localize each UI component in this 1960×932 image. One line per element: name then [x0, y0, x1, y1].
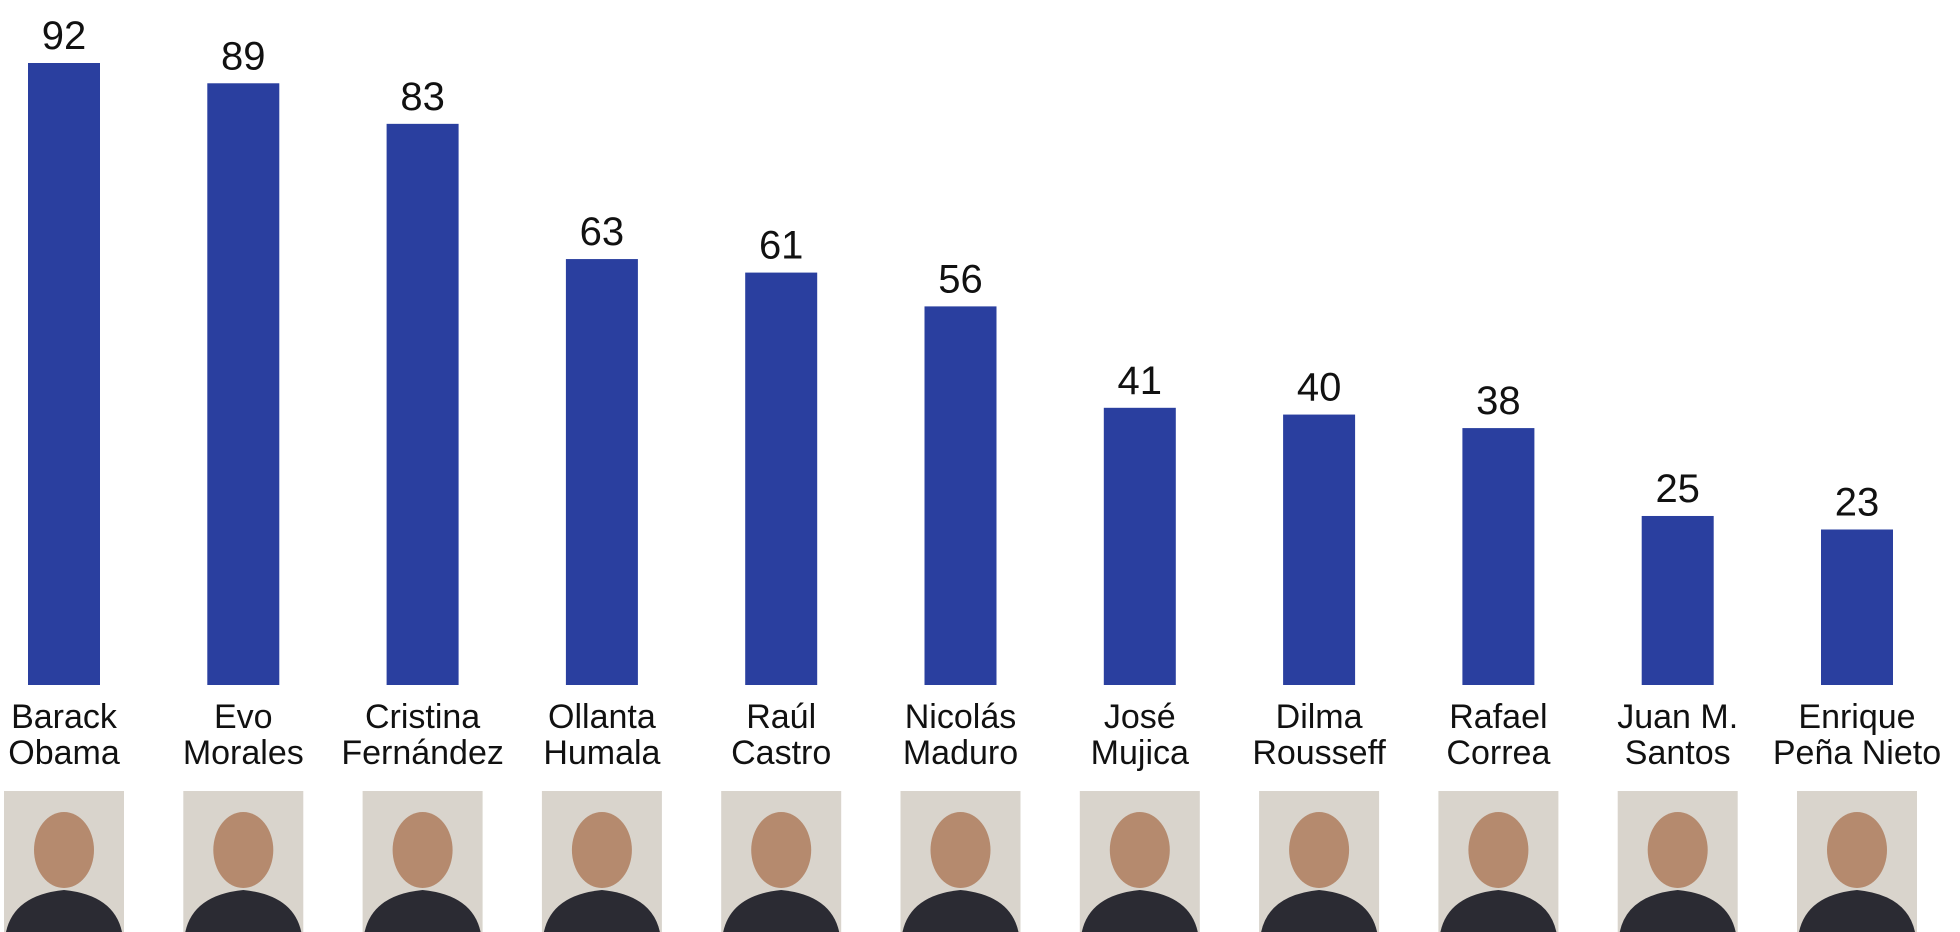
portrait-head [392, 812, 453, 888]
portrait-head [751, 812, 812, 888]
portrait-body [6, 890, 122, 932]
portrait [4, 791, 124, 932]
value-label: 83 [400, 75, 445, 119]
portrait-body [723, 890, 840, 932]
bar [924, 306, 997, 685]
category-label: Humala [543, 734, 660, 772]
portrait [541, 791, 662, 932]
category-label: Obama [8, 734, 120, 772]
bar [1821, 529, 1893, 685]
portrait [1617, 791, 1738, 932]
value-label: 92 [42, 14, 87, 58]
value-label: 61 [759, 224, 804, 268]
category-label: Barack [11, 698, 118, 736]
portrait-body [364, 890, 481, 932]
portrait [1797, 791, 1917, 932]
portrait-body [1261, 890, 1378, 932]
category-label: Santos [1625, 734, 1731, 772]
portrait [362, 791, 483, 932]
category-label: Fernández [341, 734, 504, 772]
value-label: 40 [1297, 366, 1342, 410]
portrait-body [1440, 890, 1557, 932]
category-label: Cristina [365, 698, 480, 736]
portrait-head [213, 812, 274, 888]
portrait-body [1799, 890, 1915, 932]
portrait-head [930, 812, 991, 888]
portrait-head [34, 812, 94, 888]
category-label: José [1104, 698, 1176, 736]
category-label: Morales [183, 734, 304, 772]
category-label: Rousseff [1252, 734, 1386, 772]
bar [1283, 414, 1356, 685]
bar [207, 83, 280, 686]
portrait-body [902, 890, 1019, 932]
value-label: 25 [1655, 467, 1700, 511]
value-label: 63 [580, 210, 625, 254]
category-label: Correa [1446, 734, 1550, 772]
bar [386, 123, 459, 685]
portrait-head [1827, 812, 1887, 888]
value-label: 23 [1835, 481, 1880, 525]
category-label: Dilma [1276, 698, 1363, 736]
portrait [183, 791, 304, 932]
portrait-head [1109, 812, 1170, 888]
category-label: Ollanta [548, 698, 656, 736]
category-label: Juan M. [1617, 698, 1738, 736]
category-label: Maduro [903, 734, 1018, 772]
category-label: Peña Nieto [1773, 734, 1941, 772]
value-label: 41 [1118, 359, 1163, 403]
bar [745, 272, 818, 685]
category-label: Raúl [746, 698, 816, 736]
bar [565, 259, 638, 685]
category-label: Mujica [1091, 734, 1189, 772]
portrait-head [1647, 812, 1708, 888]
bar [1103, 407, 1176, 685]
bar [1462, 428, 1535, 685]
value-label: 56 [938, 257, 983, 301]
portrait-head [1468, 812, 1529, 888]
portrait-body [1619, 890, 1736, 932]
category-label: Evo [214, 698, 273, 736]
category-label: Nicolás [905, 698, 1016, 736]
value-label: 38 [1476, 379, 1521, 423]
value-label: 89 [221, 34, 266, 78]
portrait [900, 791, 1021, 932]
portrait-body [185, 890, 302, 932]
portrait [1259, 791, 1380, 932]
portrait [1079, 791, 1200, 932]
category-label: Enrique [1798, 698, 1915, 736]
bar [28, 63, 100, 685]
category-label: Rafael [1449, 698, 1547, 736]
portrait [721, 791, 842, 932]
portrait-body [543, 890, 660, 932]
portrait [1438, 791, 1559, 932]
portrait-body [1081, 890, 1198, 932]
portrait-head [1289, 812, 1350, 888]
portrait-head [571, 812, 632, 888]
category-label: Castro [731, 734, 831, 772]
bar [1641, 515, 1714, 685]
